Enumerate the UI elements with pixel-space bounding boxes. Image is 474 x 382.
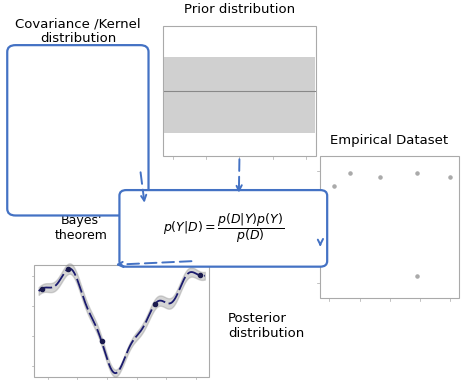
Text: Bayes'
theorem: Bayes' theorem bbox=[55, 214, 108, 243]
Text: Prior distribution: Prior distribution bbox=[184, 3, 295, 16]
Text: Covariance /Kernel
distribution: Covariance /Kernel distribution bbox=[15, 17, 141, 45]
Point bbox=[446, 174, 453, 180]
FancyBboxPatch shape bbox=[34, 265, 210, 377]
Text: $p(Y|D) = \dfrac{p(D|Y)p(Y)}{p(D)}$: $p(Y|D) = \dfrac{p(D|Y)p(Y)}{p(D)}$ bbox=[163, 211, 284, 245]
Text: Empirical Dataset: Empirical Dataset bbox=[330, 134, 448, 147]
FancyBboxPatch shape bbox=[164, 57, 315, 133]
Text: $+ \eta\,\mathbb{I}_{(x-x^\prime)}$: $+ \eta\,\mathbb{I}_{(x-x^\prime)}$ bbox=[27, 134, 77, 147]
Text: $= e^{-\sum_{k=1}^{p}(x_k - x_k^\prime)/\theta}$: $= e^{-\sum_{k=1}^{p}(x_k - x_k^\prime)/… bbox=[27, 100, 103, 125]
FancyBboxPatch shape bbox=[163, 26, 316, 157]
FancyBboxPatch shape bbox=[320, 157, 459, 298]
Point bbox=[330, 183, 338, 189]
Point bbox=[413, 273, 421, 279]
Point bbox=[346, 170, 354, 176]
FancyBboxPatch shape bbox=[119, 190, 327, 267]
FancyBboxPatch shape bbox=[7, 45, 148, 215]
Text: Posterior
distribution: Posterior distribution bbox=[228, 312, 304, 340]
Text: $K_{\theta}(x, x^\prime)$: $K_{\theta}(x, x^\prime)$ bbox=[27, 67, 71, 81]
Point bbox=[413, 170, 421, 176]
Point bbox=[376, 174, 384, 180]
